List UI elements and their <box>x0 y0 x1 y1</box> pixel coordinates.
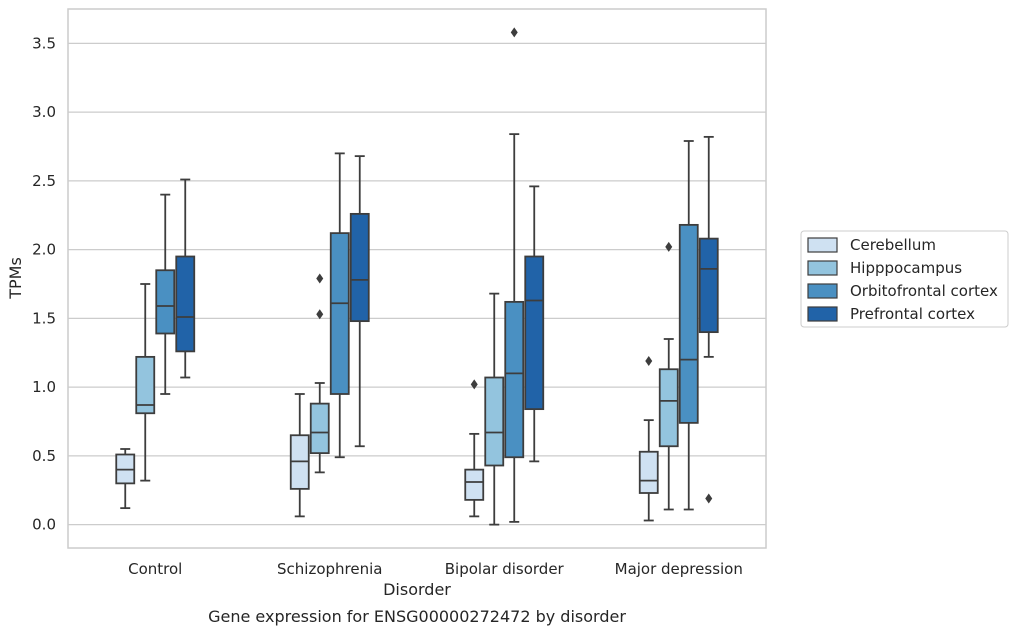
box-orbitofrontal-cortex <box>329 152 350 459</box>
iqr-box <box>464 468 485 501</box>
x-axis-ticks: Control Schizophrenia Bipolar disorder Majo… <box>128 560 743 578</box>
iqr-box <box>504 300 525 459</box>
box-hipppocampus <box>484 292 505 526</box>
box-cerebellum <box>464 379 485 518</box>
legend-label: Hipppocampus <box>850 259 962 277</box>
box-cerebellum <box>638 356 659 522</box>
iqr-box <box>638 450 659 494</box>
outlier-point <box>645 356 653 366</box>
x-tick-label: Schizophrenia <box>277 560 382 578</box>
y-tick-label: 0.0 <box>32 516 56 534</box>
iqr-box <box>329 232 350 395</box>
box-prefrontal-cortex <box>524 185 545 463</box>
outlier-point <box>316 309 324 320</box>
y-axis-label: TPMs <box>6 257 25 300</box>
box-orbitofrontal-cortex <box>504 27 525 523</box>
box-cerebellum <box>115 448 136 510</box>
box-hipppocampus <box>309 273 330 474</box>
box-prefrontal-cortex <box>349 155 370 448</box>
legend: Cerebellum Hipppocampus Orbitofrontal cort… <box>800 230 1009 328</box>
y-axis-ticks: 0.0 0.5 1.0 1.5 2.0 2.5 3.0 3.5 <box>32 34 56 533</box>
x-tick-label: Bipolar disorder <box>445 560 565 578</box>
outlier-point <box>510 27 518 38</box>
box-hipppocampus <box>658 241 679 511</box>
box-groups <box>115 27 719 526</box>
legend-label: Orbitofrontal cortex <box>850 282 998 300</box>
iqr-box <box>349 212 370 323</box>
box-prefrontal-cortex <box>175 178 196 379</box>
outlier-point <box>470 379 478 390</box>
chart-caption: Gene expression for ENSG00000272472 by d… <box>208 607 626 626</box>
outlier-point <box>316 273 324 284</box>
box-cerebellum <box>289 393 310 518</box>
x-axis-label: Disorder <box>383 580 451 599</box>
box-orbitofrontal-cortex <box>155 193 176 395</box>
iqr-box <box>678 223 699 424</box>
iqr-box <box>484 376 505 467</box>
x-tick-label: Control <box>128 560 182 578</box>
legend-label: Prefrontal cortex <box>850 305 975 323</box>
y-tick-label: 3.0 <box>32 103 56 121</box>
box-orbitofrontal-cortex <box>678 140 699 511</box>
box-prefrontal-cortex <box>698 135 719 504</box>
legend-frame <box>800 230 1009 328</box>
iqr-box <box>524 255 545 411</box>
x-tick-label: Major depression <box>615 560 743 578</box>
outlier-point <box>705 493 713 504</box>
y-tick-label: 1.5 <box>32 309 56 327</box>
iqr-box <box>155 269 176 335</box>
box-hipppocampus <box>135 283 156 482</box>
iqr-box <box>175 255 196 353</box>
legend-swatch <box>807 237 838 253</box>
iqr-box <box>698 237 719 334</box>
iqr-box <box>309 402 330 455</box>
y-tick-label: 1.0 <box>32 378 56 396</box>
legend-swatch <box>807 306 838 322</box>
legend-swatch <box>807 260 838 276</box>
y-tick-label: 3.5 <box>32 34 56 52</box>
outlier-point <box>665 241 673 252</box>
iqr-box <box>135 355 156 415</box>
y-tick-label: 0.5 <box>32 447 56 465</box>
y-tick-label: 2.0 <box>32 241 56 259</box>
legend-label: Cerebellum <box>850 236 936 254</box>
legend-swatch <box>807 283 838 299</box>
iqr-box <box>658 368 679 448</box>
y-tick-label: 2.5 <box>32 172 56 190</box>
